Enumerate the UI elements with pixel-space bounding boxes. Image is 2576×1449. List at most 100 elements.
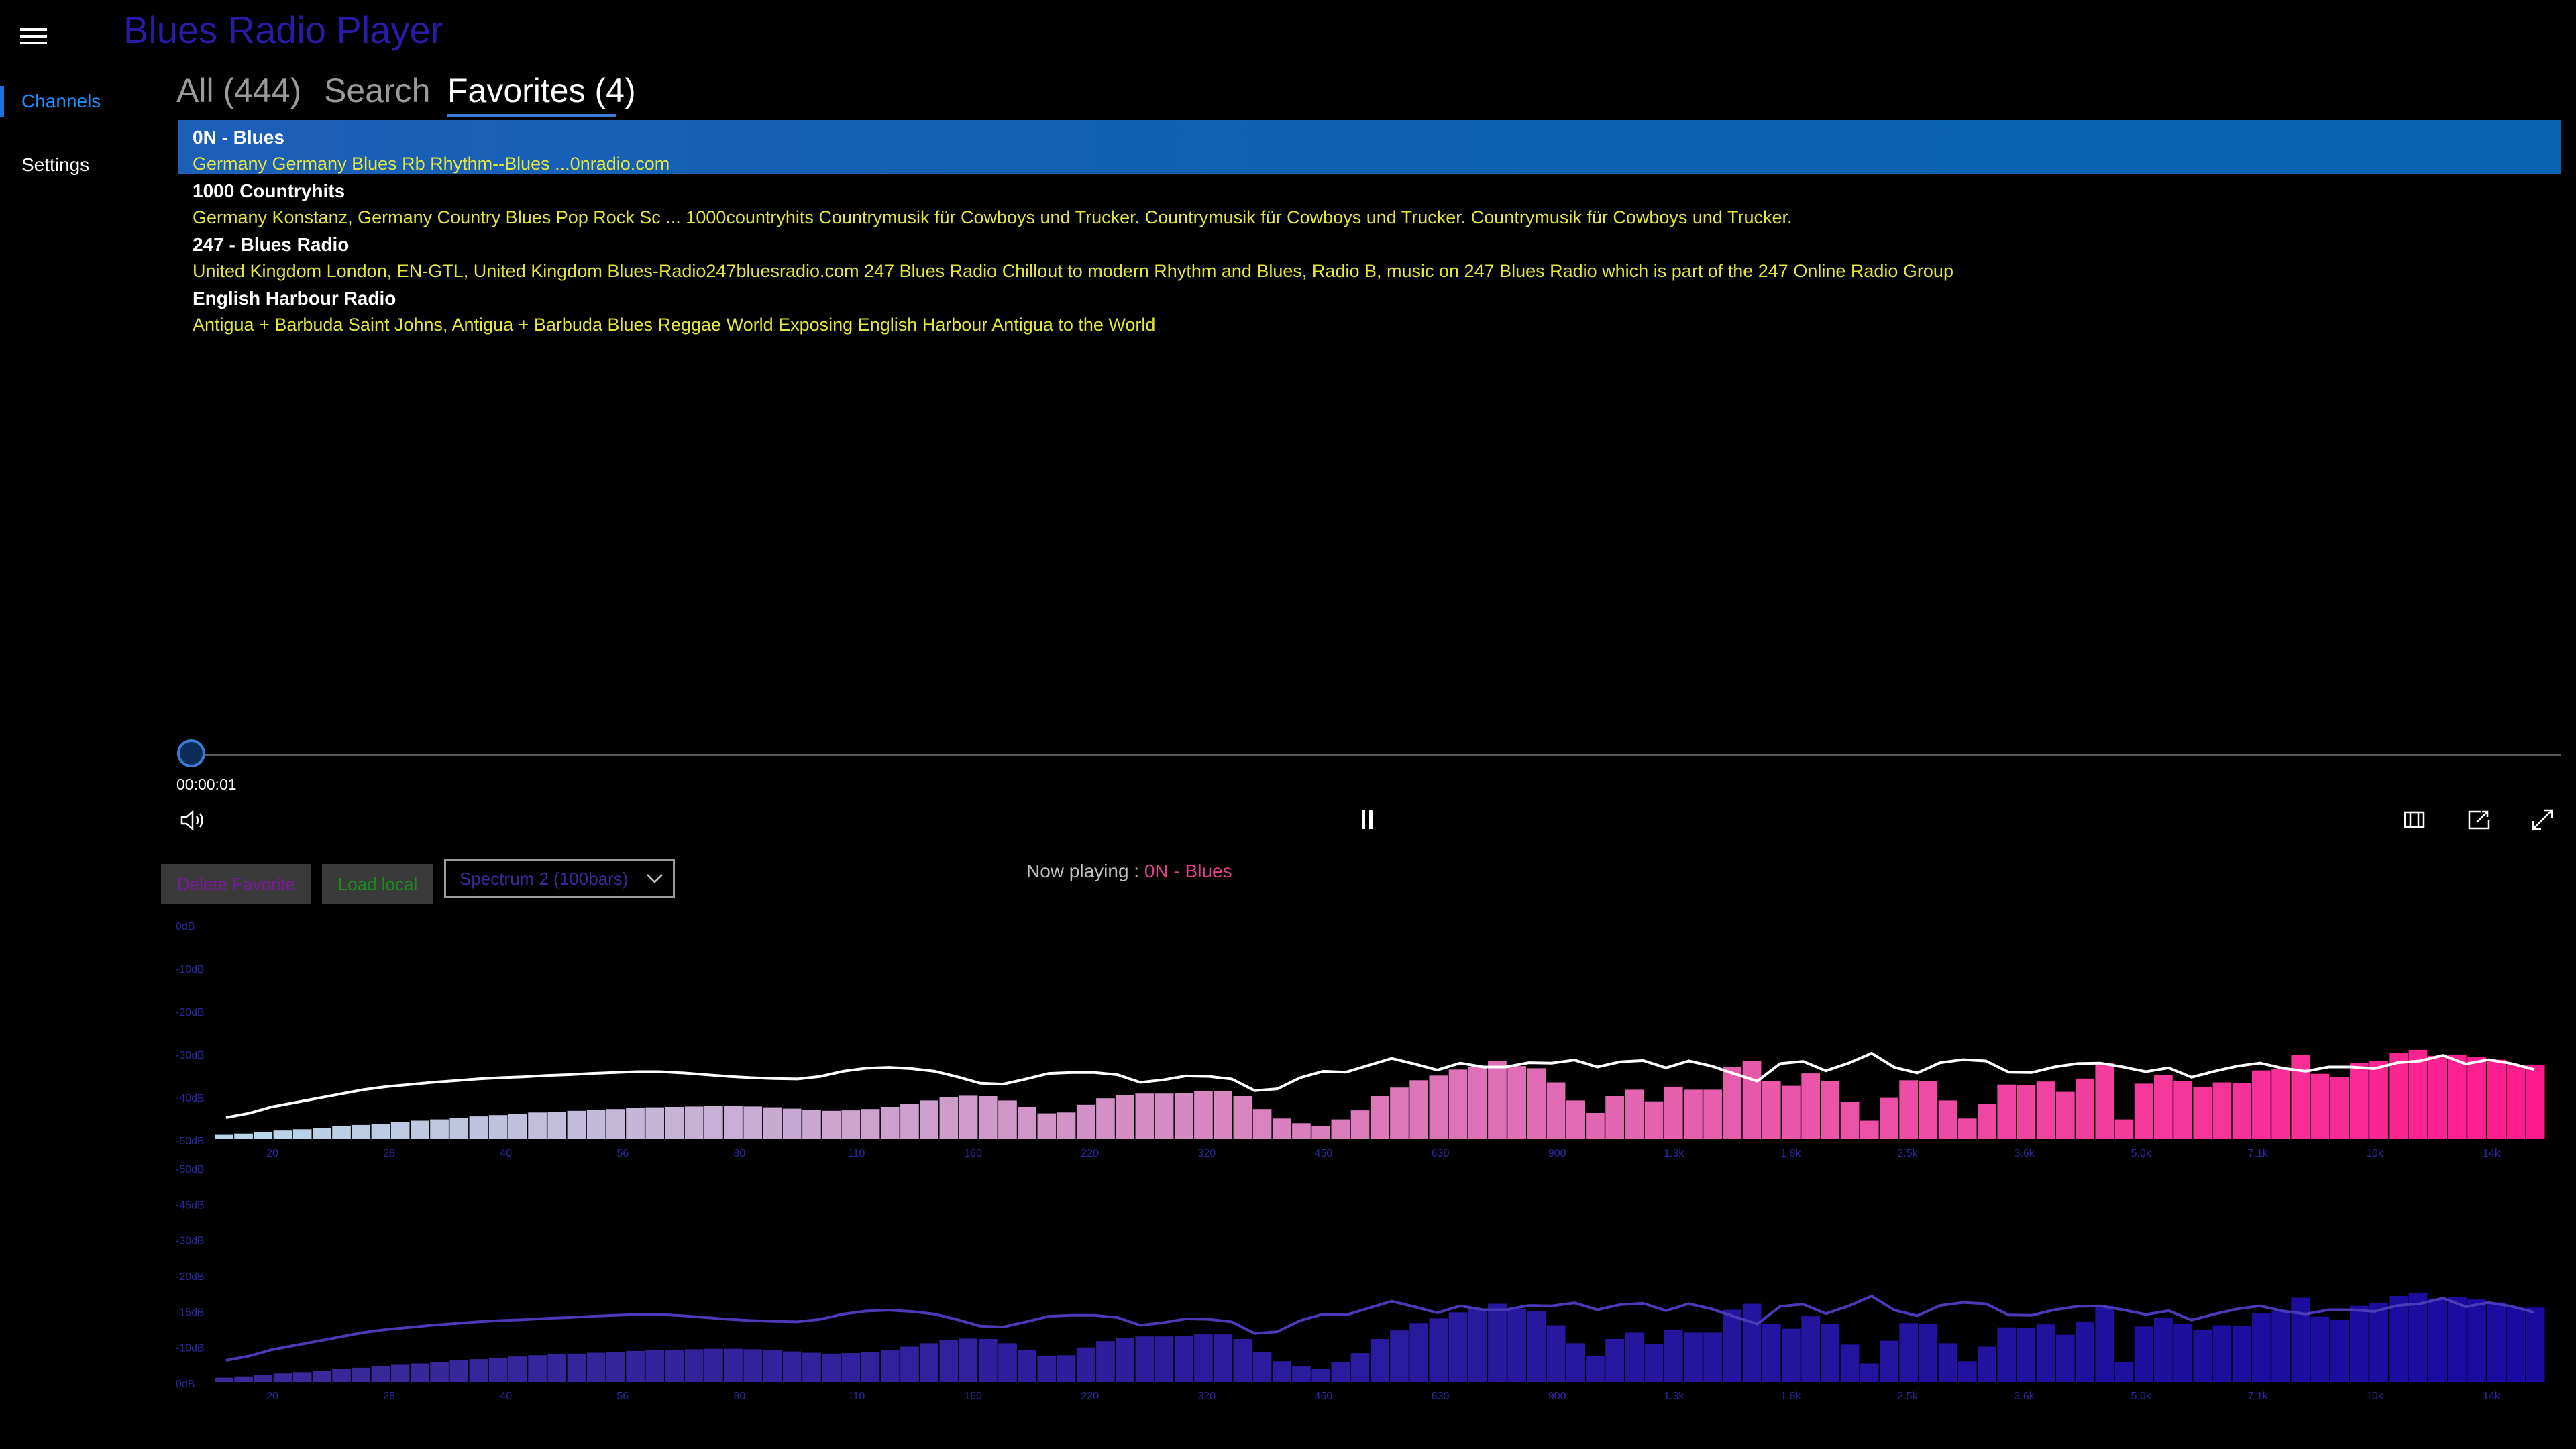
- spectrum-bar: [1880, 1340, 1898, 1382]
- spectrum-bar: [1252, 1109, 1272, 1139]
- volume-icon[interactable]: [180, 809, 207, 832]
- spectrum-bar: [2174, 1324, 2192, 1382]
- spectrum-bar: [1684, 1332, 1703, 1382]
- x-tick-label: 80: [734, 1148, 746, 1159]
- x-tick-label: 450: [1315, 1148, 1333, 1159]
- spectrum-bar: [1488, 1303, 1507, 1382]
- nav-item-channels[interactable]: Channels: [21, 91, 101, 111]
- tab-search[interactable]: Search: [324, 72, 431, 109]
- spectrum-bar: [332, 1126, 351, 1139]
- load-local-button[interactable]: Load local: [322, 864, 433, 904]
- spectrum-mode-select[interactable]: Spectrum 2 (100bars): [444, 859, 675, 898]
- spectrum-bar: [1409, 1323, 1428, 1382]
- spectrum-bar: [1116, 1338, 1134, 1382]
- x-tick-label: 900: [1548, 1391, 1566, 1402]
- spectrum-bar: [371, 1366, 390, 1382]
- x-tick-label: 110: [848, 1148, 865, 1159]
- x-tick-label: 450: [1315, 1391, 1333, 1402]
- x-tick-label: 220: [1081, 1148, 1099, 1159]
- spectrum-bar: [1076, 1347, 1095, 1382]
- x-tick-label: 3.6k: [2014, 1148, 2035, 1159]
- tab-favorites[interactable]: Favorites (4): [447, 72, 636, 109]
- spectrum-bar: [763, 1107, 782, 1139]
- spectrum-bar: [2212, 1082, 2232, 1139]
- spectrum-bar: [1546, 1325, 1566, 1382]
- spectrum-bar: [2193, 1329, 2212, 1382]
- cast-icon[interactable]: [2467, 809, 2491, 830]
- nav-item-settings[interactable]: Settings: [21, 154, 90, 175]
- seek-thumb[interactable]: [177, 739, 205, 767]
- spectrum-bar: [1880, 1097, 1898, 1139]
- spectrum-bar: [1468, 1309, 1487, 1382]
- y-tick-label: 0dB: [176, 1379, 195, 1390]
- channel-row[interactable]: English Harbour Radio Antigua + Barbuda …: [178, 281, 2561, 335]
- spectrum-bar: [626, 1108, 645, 1139]
- spectrum-bar: [1957, 1118, 1977, 1139]
- x-tick-label: 2.5k: [1897, 1391, 1918, 1402]
- spectrum-bar: [2174, 1081, 2192, 1139]
- spectrum-bar: [782, 1108, 802, 1139]
- spectrum-bar: [822, 1110, 841, 1139]
- pause-icon[interactable]: [1359, 809, 1375, 832]
- spectrum-bar: [2076, 1321, 2094, 1382]
- spectrum-bar: [449, 1360, 469, 1382]
- x-tick-label: 7.1k: [2248, 1391, 2269, 1402]
- x-tick-label: 630: [1432, 1391, 1450, 1402]
- spectrum-bar: [1135, 1093, 1155, 1139]
- spectrum-bar: [2036, 1324, 2055, 1382]
- channel-row[interactable]: 247 - Blues Radio United Kingdom London,…: [178, 227, 2561, 281]
- spectrum-bar: [606, 1352, 625, 1382]
- y-tick-label: -45dB: [176, 1199, 205, 1211]
- spectrum-bar: [234, 1133, 253, 1139]
- hamburger-menu-icon[interactable]: [20, 24, 47, 51]
- channel-name: 0N - Blues: [193, 127, 284, 148]
- spectrum-bar: [2310, 1073, 2330, 1139]
- spectrum-bar: [292, 1129, 312, 1139]
- spectrum-bar: [1821, 1324, 1840, 1382]
- spectrum-bar: [2114, 1119, 2134, 1139]
- channel-description: United Kingdom London, EN-GTL, United Ki…: [193, 261, 1953, 281]
- x-tick-label: 40: [500, 1148, 512, 1159]
- seek-bar[interactable]: [193, 754, 2561, 756]
- tab-all[interactable]: All (444): [176, 72, 302, 109]
- x-tick-label: 14k: [2483, 1148, 2501, 1159]
- spectrum-bar: [2389, 1296, 2408, 1382]
- spectrum-bar: [2056, 1091, 2075, 1139]
- channel-row[interactable]: 0N - Blues Germany Germany Blues Rb Rhyt…: [178, 120, 2561, 174]
- x-tick-label: 1.3k: [1664, 1148, 1684, 1159]
- spectrum-bar: [1938, 1100, 1957, 1139]
- spectrum-bar: [2095, 1063, 2114, 1139]
- x-tick-label: 160: [964, 1148, 982, 1159]
- spectrum-bar: [567, 1353, 586, 1382]
- spectrum-bar: [292, 1372, 312, 1382]
- y-tick-label: -15dB: [176, 1307, 205, 1318]
- channel-name: English Harbour Radio: [193, 288, 396, 309]
- spectrum-bar: [1057, 1355, 1076, 1382]
- spectrum-bar: [1194, 1091, 1213, 1139]
- spectrum-bar: [782, 1351, 802, 1382]
- spectrum-bar: [1390, 1087, 1409, 1139]
- now-playing-station: 0N - Blues: [1144, 861, 1232, 881]
- spectrum-bar: [743, 1106, 763, 1139]
- now-playing-label: Now playing :: [1026, 861, 1144, 881]
- channel-row[interactable]: 1000 Countryhits Germany Konstanz, Germa…: [178, 174, 2561, 227]
- spectrum-bar: [1527, 1311, 1546, 1382]
- fullscreen-icon[interactable]: [2530, 808, 2555, 832]
- x-tick-label: 630: [1432, 1148, 1450, 1159]
- spectrum-bar: [1174, 1336, 1193, 1382]
- spectrum-bar: [841, 1110, 861, 1139]
- compact-overlay-icon[interactable]: [2404, 810, 2425, 829]
- spectrum-bar: [2448, 1054, 2467, 1139]
- spectrum-bar: [2467, 1299, 2486, 1382]
- spectrum-bar: [1507, 1066, 1526, 1139]
- active-tab-underline: [447, 114, 616, 117]
- spectrum-bar: [1488, 1061, 1507, 1139]
- spectrum-bar: [1742, 1061, 1762, 1139]
- spectrum-bar: [1507, 1309, 1526, 1382]
- delete-favorite-button[interactable]: Delete Favorite: [161, 864, 311, 904]
- spectrum-bar: [900, 1346, 919, 1382]
- spectrum-bar: [2369, 1060, 2388, 1139]
- spectrum-bar: [1096, 1098, 1115, 1139]
- spectrum-bar: [1311, 1126, 1330, 1139]
- channel-name: 1000 Countryhits: [193, 180, 345, 201]
